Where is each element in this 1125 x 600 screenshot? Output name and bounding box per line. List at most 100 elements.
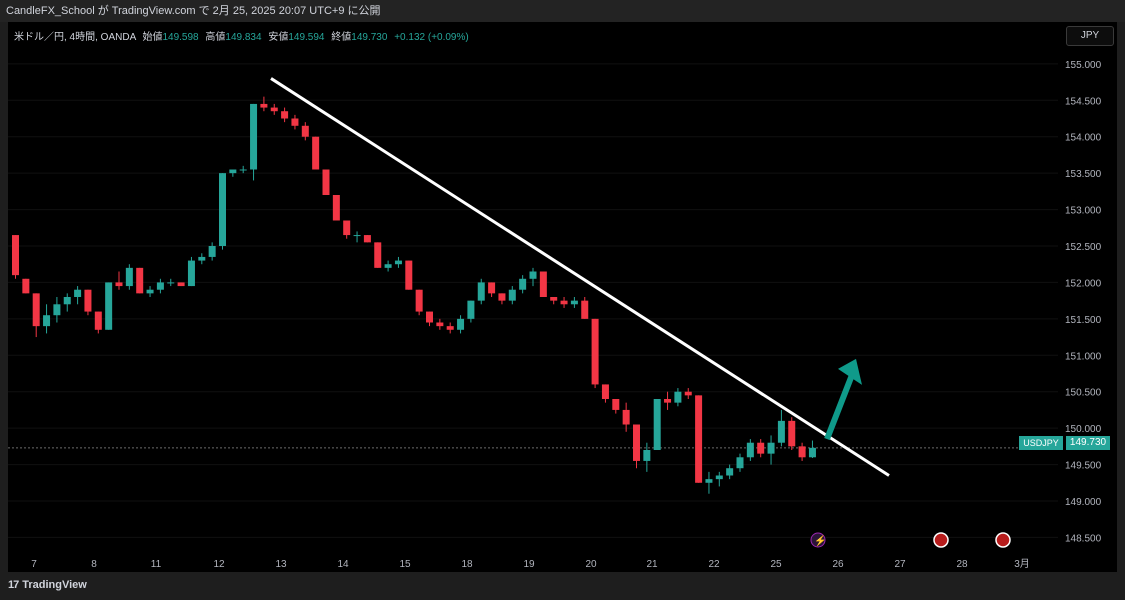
candle-body (746, 442, 754, 458)
low-label: 安値 (268, 32, 289, 43)
candle-body (674, 391, 682, 403)
candle-body (550, 297, 558, 301)
y-tick-label: 148.500 (1065, 533, 1102, 544)
candle-body (229, 169, 237, 174)
y-tick-label: 153.500 (1065, 169, 1102, 180)
candle-body (570, 300, 578, 305)
candle-body (529, 271, 537, 279)
candle-body (436, 322, 444, 327)
y-tick-label: 154.000 (1065, 133, 1102, 144)
y-tick-label: 151.500 (1065, 315, 1102, 326)
candle-body (715, 475, 723, 480)
candle-body (684, 391, 692, 396)
candle-body (250, 103, 258, 170)
ohlc-legend: 米ドル／円, 4時間, OANDA 始値149.598 高値149.834 安値… (14, 28, 469, 43)
candle-body (622, 409, 630, 425)
x-tick-label: 12 (213, 559, 225, 570)
candle-body (363, 235, 371, 243)
candle-body (726, 468, 734, 476)
close-value: 149.730 (351, 32, 388, 43)
candle-body (74, 289, 82, 297)
time-axis[interactable]: 7 8 11 12 13 14 15 18 19 20 21 22 25 26 27 28 3月 (31, 558, 1030, 570)
candle-body (374, 242, 382, 268)
x-tick-label: 7 (31, 559, 37, 570)
candle-body (353, 235, 361, 237)
candle-body (415, 289, 423, 312)
lightning-glyph: ⚡ (814, 534, 826, 547)
x-tick-label: 21 (646, 559, 658, 570)
tradingview-logo[interactable]: 17 TradingView (8, 579, 87, 593)
chart-frame[interactable] (8, 22, 1117, 572)
breakout-arrow-head (838, 358, 862, 385)
candle-body (539, 271, 547, 297)
candle-body (156, 282, 164, 290)
candle-body (32, 293, 40, 327)
candlestick-chart[interactable]: 155.000 154.500 154.000 153.500 153.000 152.5… (8, 22, 1117, 572)
candle-body (12, 235, 19, 276)
candle-body (457, 318, 465, 330)
x-tick-label: 13 (275, 559, 287, 570)
candle-body (405, 260, 413, 290)
candle-body (136, 267, 144, 294)
candle-body (560, 300, 568, 305)
lightning-event-icon[interactable] (810, 532, 826, 548)
candle-body (177, 282, 185, 287)
x-tick-label: 18 (461, 559, 473, 570)
us-flag-event-icon[interactable] (933, 532, 949, 548)
candle-body (446, 326, 454, 330)
candle-body (798, 446, 806, 458)
candle-body (63, 297, 71, 305)
candle-body (291, 118, 299, 126)
x-tick-label: 22 (708, 559, 720, 570)
candle-body (394, 260, 402, 265)
y-tick-label: 149.500 (1065, 461, 1102, 472)
candle-body (115, 282, 123, 287)
candle-body (612, 399, 620, 410)
candle-body (53, 304, 61, 316)
candle-body (498, 293, 506, 301)
open-value: 149.598 (162, 32, 199, 43)
candles-group (12, 96, 816, 494)
low-value: 149.594 (288, 32, 325, 43)
candle-body (519, 278, 527, 290)
candle-body (281, 111, 289, 119)
candle-body (581, 300, 589, 319)
breakout-arrow-shaft[interactable] (824, 373, 855, 441)
candle-body (94, 311, 102, 330)
y-tick-label: 152.500 (1065, 242, 1102, 253)
x-tick-label: 26 (832, 559, 844, 570)
candle-body (301, 125, 309, 137)
candle-body (788, 420, 796, 447)
candle-body (187, 260, 195, 287)
candle-body (198, 256, 206, 261)
candle-body (736, 457, 744, 469)
y-tick-label: 155.000 (1065, 60, 1102, 71)
candle-body (664, 399, 672, 403)
currency-button[interactable]: JPY (1066, 26, 1114, 46)
candle-body (312, 136, 320, 170)
x-tick-label: 27 (894, 559, 906, 570)
publish-text: CandleFX_School が TradingView.com で 2月 2… (6, 5, 381, 17)
us-flag-event-icon[interactable] (995, 532, 1011, 548)
candle-body (384, 264, 392, 268)
x-tick-label: 14 (337, 559, 349, 570)
y-tick-label: 152.000 (1065, 278, 1102, 289)
event-markers: ⚡ (810, 532, 1011, 548)
candle-body (643, 450, 651, 461)
x-tick-label: 8 (91, 559, 97, 570)
candle-body (146, 289, 154, 294)
candle-body (22, 278, 30, 294)
y-tick-label: 150.500 (1065, 388, 1102, 399)
candle-body (208, 246, 216, 257)
footer-bar: 17 TradingView (0, 572, 1125, 600)
candle-body (653, 399, 661, 450)
symbol-title[interactable]: 米ドル／円, 4時間, OANDA (14, 32, 136, 43)
trendline[interactable] (270, 77, 890, 477)
candle-body (591, 318, 599, 385)
candle-body (426, 311, 433, 323)
candle-body (695, 395, 703, 483)
price-axis[interactable]: 155.000 154.500 154.000 153.500 153.000 152.5… (1065, 60, 1102, 545)
candle-body (167, 282, 175, 284)
candle-body (105, 282, 113, 330)
open-label: 始値 (142, 32, 163, 43)
